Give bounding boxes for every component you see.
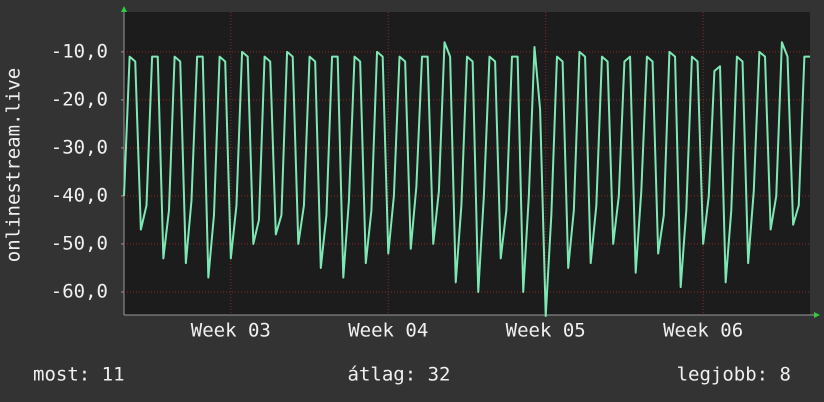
x-tick-label: Week 03 xyxy=(191,320,271,342)
footer-best: legjobb: 8 xyxy=(677,364,791,386)
x-tick-label: Week 05 xyxy=(506,320,586,342)
footer-current: most: 11 xyxy=(33,364,125,386)
y-axis-label: onlinestream.live xyxy=(3,68,25,262)
y-tick-label: -40,0 xyxy=(51,184,108,206)
y-tick-label: -10,0 xyxy=(51,40,108,62)
plot-layer: -60,0 -50,0 -40,0 -30,0 -20,0 -10,0 Week 03 Wee… xyxy=(51,12,810,342)
x-tick-label: Week 06 xyxy=(663,320,743,342)
y-tick-label: -50,0 xyxy=(51,232,108,254)
x-tick-label: Week 04 xyxy=(348,320,428,342)
y-tick-label: -20,0 xyxy=(51,88,108,110)
x-arrow xyxy=(814,312,820,318)
footer-average: átlag: 32 xyxy=(348,364,451,386)
y-tick-label: -60,0 xyxy=(51,280,108,302)
line xyxy=(123,41,810,317)
y-arrow xyxy=(121,6,127,12)
y-tick-label: -30,0 xyxy=(51,136,108,158)
